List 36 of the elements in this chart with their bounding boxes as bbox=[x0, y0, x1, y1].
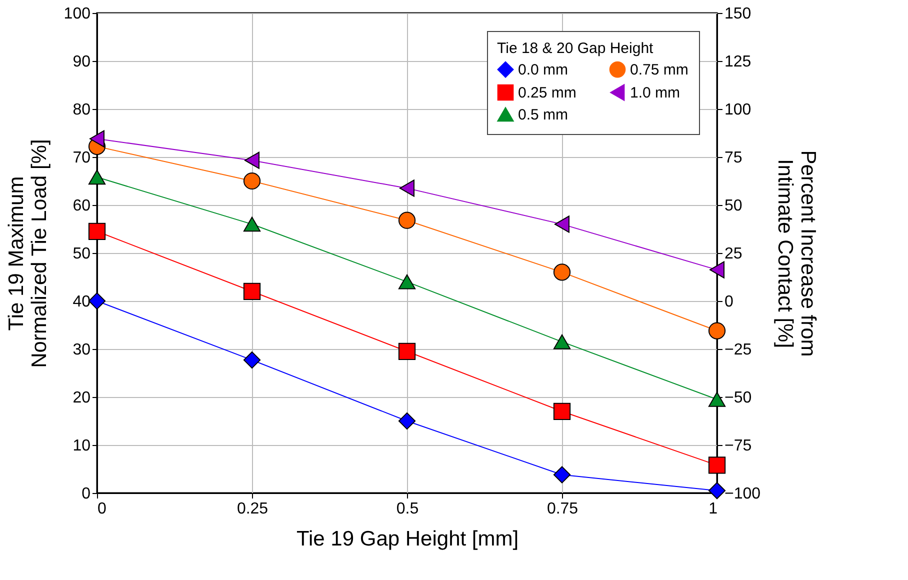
y2-tick-label: 100 bbox=[724, 102, 752, 118]
y2-tick-label: 125 bbox=[724, 54, 752, 70]
y2-tick-label: 50 bbox=[724, 198, 742, 214]
y2-tick-label: 150 bbox=[724, 6, 752, 22]
y-tick-label: 70 bbox=[72, 150, 91, 166]
legend-label: 0.5 mm bbox=[518, 106, 568, 124]
y2-tick-label: −100 bbox=[724, 486, 761, 502]
x-axis-title: Tie 19 Gap Height [mm] bbox=[296, 528, 519, 550]
legend-title: Tie 18 & 20 Gap Height bbox=[497, 40, 654, 57]
y-axis-title: Tie 19 Maximum Normalized Tie Load [%] bbox=[4, 139, 51, 368]
x-tick-label: 0.75 bbox=[546, 500, 578, 518]
x-tick-label: 0.5 bbox=[396, 500, 419, 518]
legend-label: 0.75 mm bbox=[630, 62, 688, 79]
x-tick-label: 0.25 bbox=[236, 500, 268, 518]
y-tick-label: 20 bbox=[72, 390, 91, 406]
y-tick-label: 0 bbox=[82, 486, 91, 502]
y2-tick-label: 0 bbox=[724, 294, 734, 310]
y-tick-label: 100 bbox=[64, 6, 91, 22]
y-tick-label: 80 bbox=[72, 102, 91, 118]
y-tick-label: 60 bbox=[72, 198, 91, 214]
y-tick-label: 10 bbox=[72, 438, 91, 454]
legend-label: 1.0 mm bbox=[630, 84, 680, 102]
legend-label: 0.0 mm bbox=[518, 62, 568, 79]
y-tick-label: 40 bbox=[72, 294, 91, 310]
x-tick-label: 1 bbox=[708, 500, 718, 518]
y2-tick-label: −75 bbox=[724, 438, 752, 454]
y-tick-label: 50 bbox=[72, 246, 91, 262]
y2-tick-label: −50 bbox=[724, 390, 752, 406]
legend-label: 0.25 mm bbox=[518, 84, 576, 102]
y-tick-label: 30 bbox=[72, 342, 91, 358]
y-tick-label: 90 bbox=[72, 54, 91, 70]
y2-tick-label: −25 bbox=[724, 342, 752, 358]
y2-tick-label: 75 bbox=[724, 150, 742, 166]
y2-axis-title: Percent Increase from Intimate Contact [%] bbox=[774, 150, 820, 357]
y2-tick-label: 25 bbox=[724, 246, 742, 262]
x-tick-label: 0 bbox=[98, 500, 106, 518]
